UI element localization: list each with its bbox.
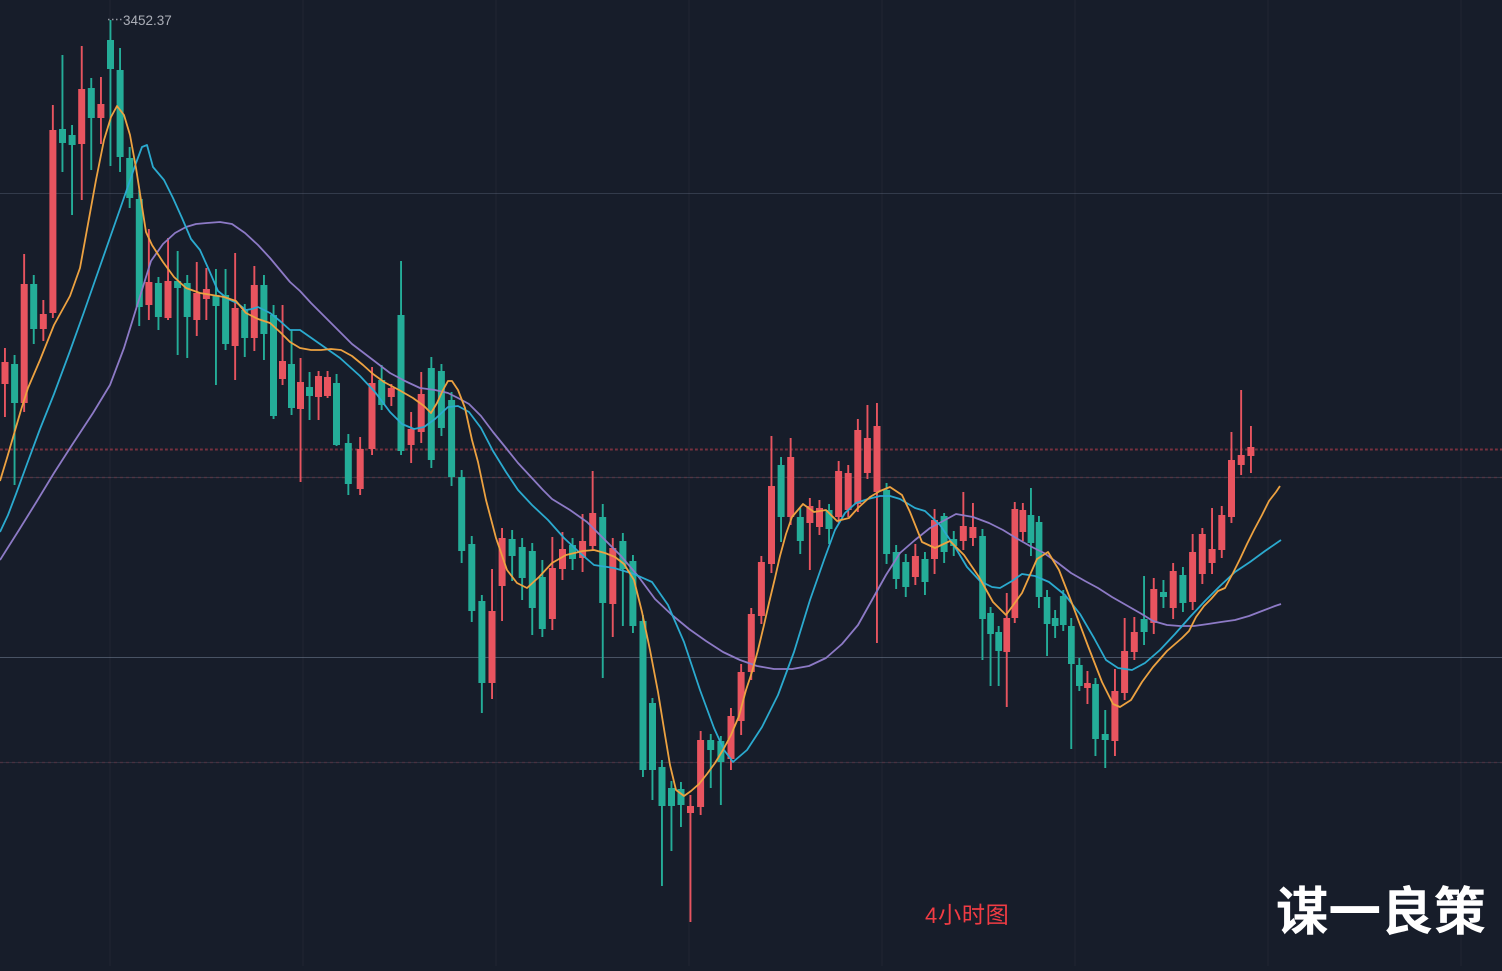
- svg-text:4: 4: [925, 903, 937, 928]
- svg-text:3452.37: 3452.37: [123, 13, 172, 28]
